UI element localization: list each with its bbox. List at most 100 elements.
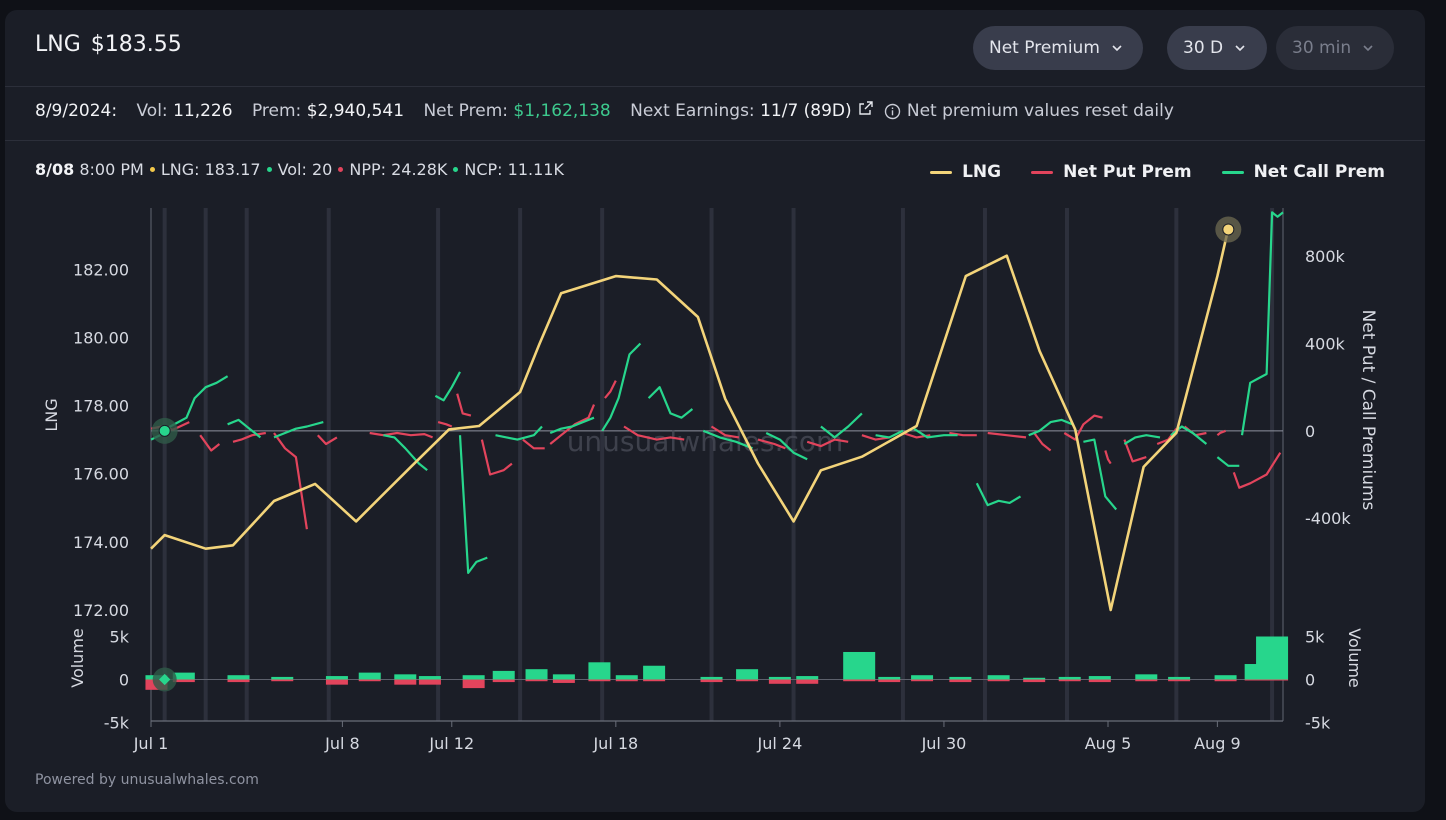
closed-day-marker <box>518 208 523 721</box>
volume-bar-put <box>492 679 515 683</box>
volume-bar-call <box>878 676 901 680</box>
net-put-prem-segment <box>1063 414 1103 441</box>
net-prem-value: $1,162,138 <box>513 101 611 121</box>
net-call-prem-segment <box>1083 438 1118 511</box>
chart-card: LNG $183.55 Net Premium 30 D 30 min 8/9/2… <box>5 10 1425 812</box>
info-text: Net premium values reset daily <box>906 101 1174 121</box>
volume-bar-put <box>525 679 548 682</box>
volume-bar-put <box>911 679 934 682</box>
volume-right-tick-label: 5k <box>1305 628 1325 647</box>
volume-bar-put <box>700 679 723 683</box>
range-dropdown[interactable]: 30 D <box>1167 26 1267 70</box>
net-call-prem-segment <box>975 482 1022 507</box>
y-left-tick-label: 174.00 <box>73 533 129 552</box>
volume-bar-put <box>1135 679 1158 682</box>
net-put-prem-segment <box>273 432 308 530</box>
volume-bar-call <box>394 674 417 680</box>
net-put-prem-segment <box>480 439 513 476</box>
closed-day-marker <box>162 208 167 721</box>
legend-item-lng[interactable]: LNG <box>930 162 1001 182</box>
volume-bar-call <box>1023 677 1046 680</box>
closed-day-marker <box>600 208 605 721</box>
metric-dropdown-label: Net Premium <box>989 38 1100 58</box>
volume-bar-call <box>615 675 638 680</box>
volume-bar-put <box>878 679 901 683</box>
chart-legend: LNG Net Put Prem Net Call Prem <box>930 162 1385 182</box>
net-call-prem-segment <box>1123 434 1161 445</box>
y-right-tick-label: 800k <box>1305 247 1346 266</box>
net-put-prem-segment <box>199 434 221 452</box>
net-call-prem-segment <box>273 421 324 439</box>
volume-bar-put <box>843 679 876 682</box>
stats-date: 8/9/2024: <box>35 101 118 121</box>
volume-bar-call <box>588 662 611 680</box>
net-put-prem-segment <box>757 438 786 450</box>
closed-day-marker <box>436 208 441 721</box>
info-icon[interactable] <box>884 103 901 120</box>
volume-bar-put <box>768 679 791 684</box>
volume-bar-call <box>552 674 575 680</box>
volume-bar-put <box>736 679 759 682</box>
legend-item-call[interactable]: Net Call Prem <box>1221 162 1385 182</box>
interval-dropdown[interactable]: 30 min <box>1276 26 1394 70</box>
volume-bar-call <box>843 651 876 680</box>
net-call-prem-segment <box>458 435 488 575</box>
closed-day-marker <box>1064 208 1069 721</box>
hover-lng: LNG: 183.17 <box>160 160 261 179</box>
vol-value: 11,226 <box>173 101 233 121</box>
legend-item-put[interactable]: Net Put Prem <box>1031 162 1192 182</box>
volume-bar-put <box>358 679 381 682</box>
net-put-prem-segment <box>1104 450 1112 465</box>
net-put-prem-segment <box>1123 439 1147 463</box>
chevron-down-icon <box>1112 45 1122 52</box>
volume-bar-put <box>1214 679 1237 682</box>
prem-value: $2,940,541 <box>306 101 405 121</box>
net-put-prem-segment <box>806 438 849 448</box>
volume-bar-put <box>1168 679 1191 682</box>
net-call-prem-segment <box>702 429 753 450</box>
chevron-down-icon <box>1235 45 1245 52</box>
hover-summary: 8/08 8:00 PM LNG: 183.17 Vol: 20 NPP: 24.28… <box>35 160 564 179</box>
net-put-prem-segment <box>861 434 890 441</box>
volume-bar-call <box>271 676 294 680</box>
volume-bar-put <box>1088 679 1111 683</box>
volume-bar-put <box>643 679 666 682</box>
x-tick-label: Jul 1 <box>133 734 169 753</box>
x-tick-label: Aug 5 <box>1085 734 1132 753</box>
y-left-tick-label: 180.00 <box>73 328 129 347</box>
volume-bar-call <box>768 676 791 680</box>
y-left-tick-label: 176.00 <box>73 465 129 484</box>
volume-bar-call <box>911 675 934 680</box>
premium-chart[interactable]: unusualwhales.com Jul 1 Jul 8 Jul 12 Jul 18 J… <box>5 10 1425 770</box>
range-dropdown-label: 30 D <box>1183 38 1224 58</box>
legend-label-put: Net Put Prem <box>1063 162 1192 182</box>
net-call-prem-segment <box>913 427 958 439</box>
net-put-prem-segment <box>232 431 266 443</box>
volume-left-tick-label: 5k <box>110 628 130 647</box>
y-left-tick-label: 172.00 <box>73 601 129 620</box>
volume-bar-call <box>525 669 548 680</box>
volume-bar-call <box>492 670 515 680</box>
closed-day-marker <box>982 208 987 721</box>
volume-bar-call <box>1135 674 1158 680</box>
volume-start-marker <box>159 673 171 686</box>
net-put-prem-segment <box>1216 429 1227 437</box>
volume-bar-call <box>736 669 759 680</box>
net-put-prem-segment <box>1232 452 1282 489</box>
external-link-icon[interactable] <box>859 101 873 115</box>
volume-bar-put <box>172 679 195 683</box>
volume-bar-call <box>1168 676 1191 680</box>
volume-left-axis-label: Volume <box>68 628 87 688</box>
metric-dropdown[interactable]: Net Premium <box>973 26 1143 70</box>
net-put-prem-segment <box>710 425 740 439</box>
x-tick-label: Jul 30 <box>921 734 967 753</box>
closed-day-marker <box>1174 208 1179 721</box>
net-call-prem-segment <box>1240 211 1284 436</box>
volume-bar-put <box>615 679 638 682</box>
net-call-prem-segment <box>601 342 642 432</box>
legend-label-call: Net Call Prem <box>1253 162 1385 182</box>
ticker-title: LNG $183.55 <box>35 32 182 57</box>
hover-npp: NPP: 24.28K <box>349 160 448 179</box>
volume-bar-call <box>700 676 723 680</box>
volume-right-axis-label: Volume <box>1345 628 1364 688</box>
